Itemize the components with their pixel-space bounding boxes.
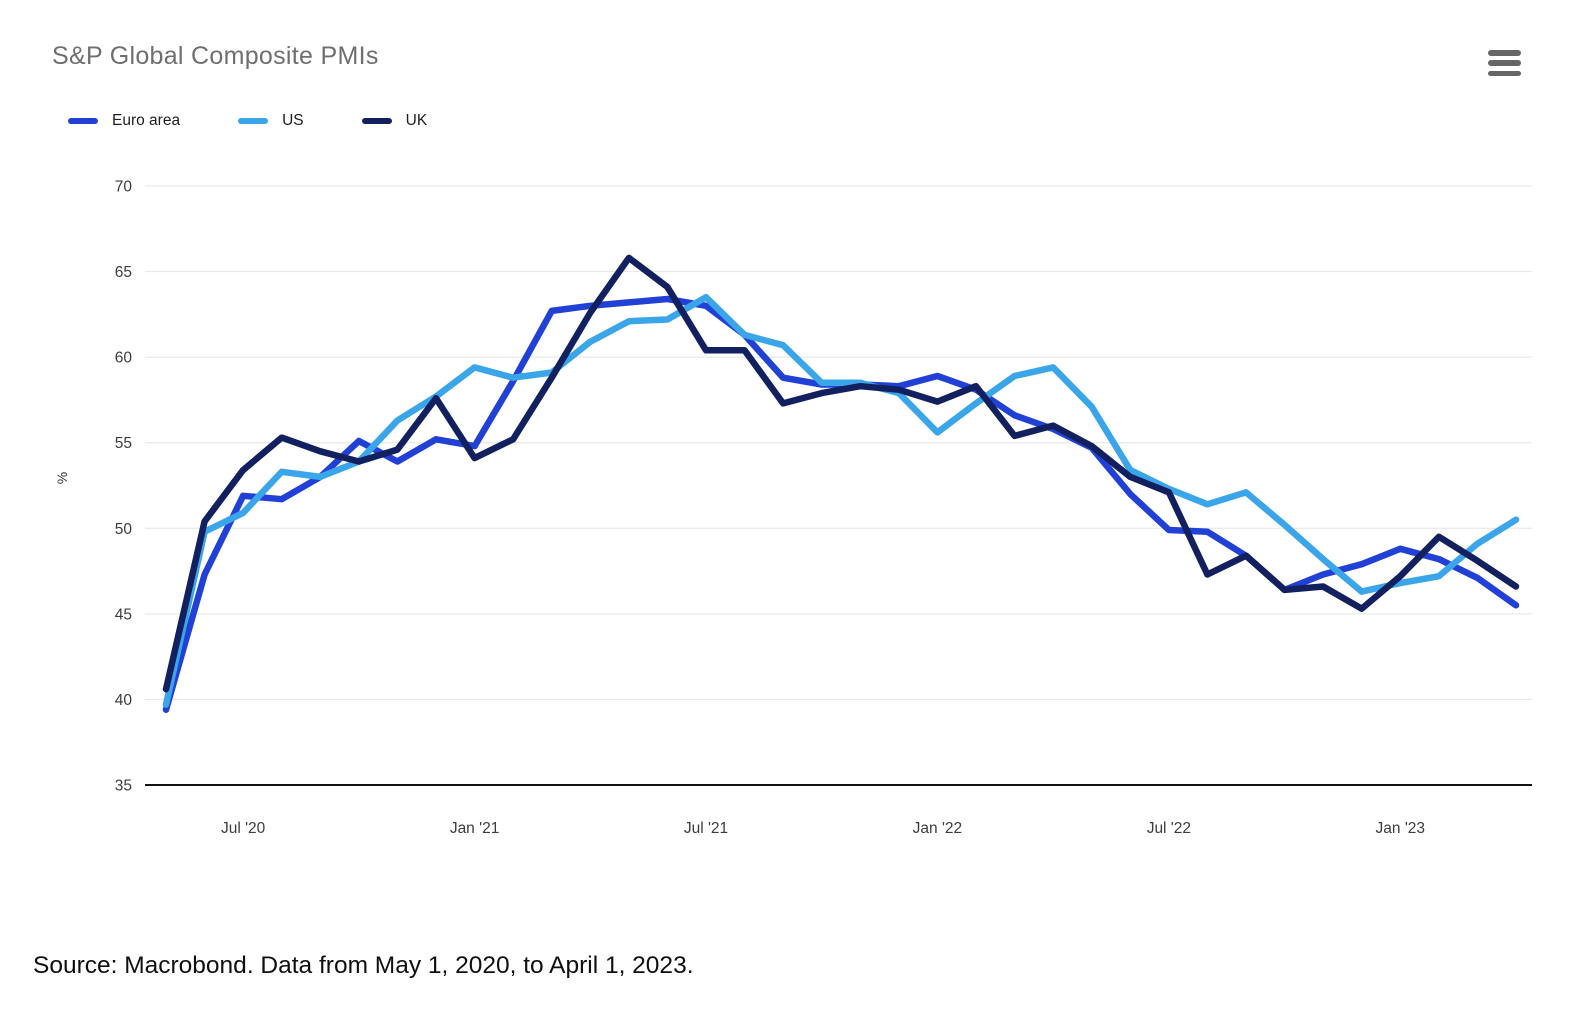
euro-area-swatch-icon: [68, 117, 98, 125]
legend-label: Euro area: [112, 112, 181, 129]
legend-item-euro-area[interactable]: Euro area: [68, 112, 180, 130]
source-caption: Source: Macrobond. Data from May 1, 2020…: [33, 952, 694, 979]
series-line-uk: [162, 254, 1520, 693]
us-swatch-icon: [238, 117, 269, 125]
x-tick-label: Jul '22: [1147, 820, 1191, 837]
x-tick-label: Jan '23: [1376, 820, 1426, 837]
menu-bar: [1488, 70, 1521, 76]
y-tick-label: 55: [115, 435, 132, 452]
legend-item-uk[interactable]: UK: [361, 112, 428, 130]
y-tick-label: 45: [115, 606, 132, 623]
y-tick-label: 40: [115, 692, 133, 709]
legend-item-us[interactable]: US: [238, 112, 304, 130]
chart-title: S&P Global Composite PMIs: [52, 42, 379, 70]
x-tick-label: Jul '20: [221, 820, 266, 837]
y-tick-label: 70: [115, 179, 133, 196]
x-tick-label: Jan '22: [913, 820, 963, 837]
series-line-us: [162, 293, 1520, 708]
series-line-euro-area: [162, 295, 1520, 713]
hamburger-menu-icon[interactable]: [1488, 48, 1522, 78]
y-tick-label: 60: [115, 350, 133, 367]
legend-label: US: [282, 112, 304, 129]
x-tick-label: Jan '21: [450, 820, 500, 837]
x-tick-label: Jul '21: [684, 820, 728, 837]
y-tick-label: 65: [115, 264, 132, 281]
uk-swatch-icon: [361, 117, 392, 125]
y-tick-label: 35: [115, 778, 132, 795]
menu-bar: [1488, 60, 1521, 66]
y-tick-label: 50: [115, 521, 133, 538]
menu-bar: [1488, 50, 1521, 56]
legend-label: UK: [405, 112, 428, 129]
legend: Euro area US UK: [68, 112, 485, 130]
